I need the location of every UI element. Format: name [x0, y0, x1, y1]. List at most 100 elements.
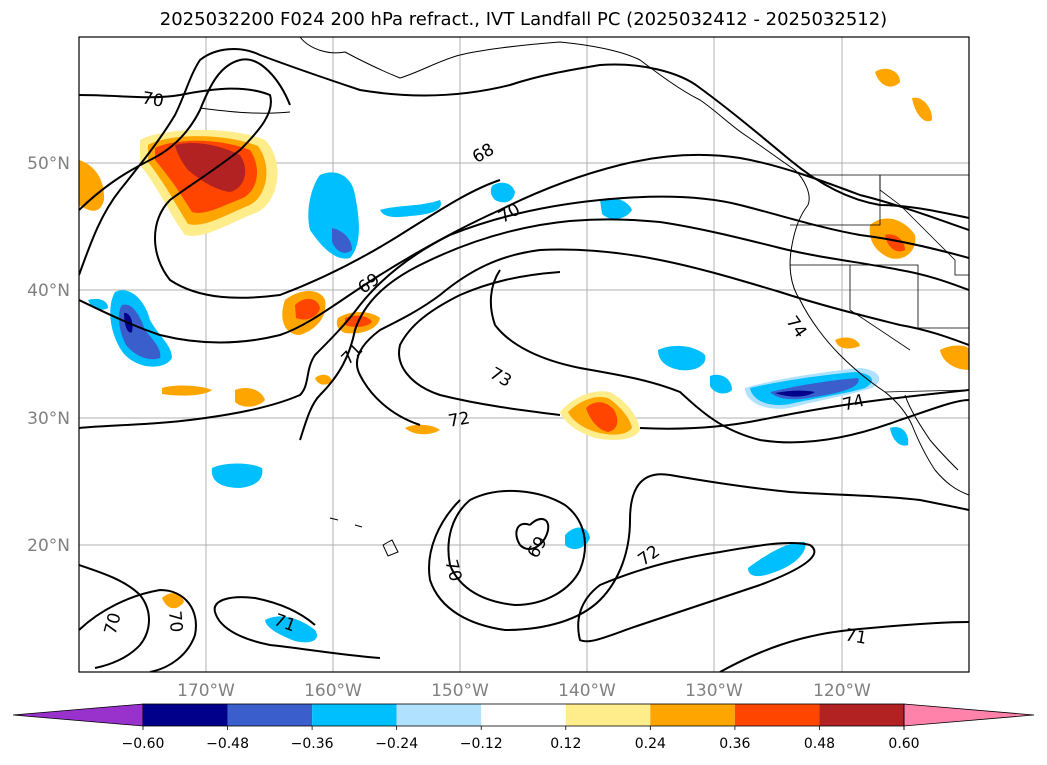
colorbar-bin	[734, 704, 820, 726]
positive-anomaly-patch	[79, 160, 105, 211]
refractivity-contours	[79, 48, 969, 672]
colorbar-bin	[819, 704, 904, 726]
hawaii-island	[382, 539, 399, 557]
lat-label: 50°N	[27, 154, 70, 174]
latitude-labels: 50°N 40°N 30°N 20°N	[27, 154, 70, 556]
lat-label: 40°N	[27, 281, 70, 301]
colorbar-bin	[396, 704, 482, 726]
positive-anomaly-patch	[405, 424, 440, 435]
aleutian-islands	[199, 107, 291, 114]
colorbar-over-extend	[903, 703, 1035, 727]
contour-line	[79, 564, 150, 669]
positive-anomaly-patch	[175, 143, 246, 192]
contour-line	[79, 58, 291, 211]
positive-anomaly-patch	[295, 298, 320, 320]
contour-line	[299, 218, 969, 441]
gridlines	[79, 37, 969, 672]
positive-anomaly-patch	[162, 385, 212, 396]
lat-label: 20°N	[27, 536, 70, 556]
contour-line	[355, 248, 969, 426]
colorbar-tick-label: −0.36	[291, 736, 334, 752]
contour-line	[639, 389, 969, 430]
colorbar-tick-label: 0.48	[804, 736, 835, 752]
colorbar-tick-label: −0.60	[122, 736, 165, 752]
colorbar-tick-label: 0.36	[719, 736, 750, 752]
negative-anomaly-patch	[380, 200, 441, 218]
positive-anomaly-patch	[162, 593, 184, 609]
border-ca-or	[790, 264, 969, 329]
negative-anomaly-patch	[710, 374, 732, 394]
colorbar-bin	[481, 704, 566, 726]
lon-label: 130°W	[685, 681, 743, 701]
colorbar-tick-label: −0.48	[206, 736, 249, 752]
contour-label: 71	[843, 625, 868, 648]
contour-line	[428, 473, 969, 632]
lon-label: 150°W	[431, 681, 489, 701]
contour-label: 72	[447, 408, 472, 431]
negative-anomaly-patch	[332, 228, 352, 253]
colorbar-bin	[565, 704, 651, 726]
contour-line	[398, 271, 561, 416]
map-title: 2025032200 F024 200 hPa refract., IVT La…	[159, 9, 888, 30]
contour-label: 70	[140, 88, 165, 111]
positive-anomaly-patch	[235, 388, 265, 407]
colorbar-bin	[227, 704, 313, 726]
border-or-wa	[790, 175, 881, 226]
contour-line	[79, 48, 969, 276]
baja-coast	[904, 394, 959, 471]
colorbar-bin	[312, 704, 397, 726]
colorbar-bin	[650, 704, 735, 726]
contour-line	[79, 588, 197, 672]
lon-label: 170°W	[177, 681, 235, 701]
map-border	[78, 36, 970, 673]
positive-anomaly-patch	[586, 402, 618, 432]
contour-line	[577, 541, 816, 643]
colorbar-tick-label: 0.60	[888, 736, 919, 752]
positive-anomaly-patch	[940, 345, 969, 370]
border-id-mt	[879, 175, 969, 276]
border-ca-nv	[849, 265, 911, 351]
contour-line	[489, 269, 969, 444]
negative-anomaly-patch	[775, 390, 815, 397]
colorbar-frame	[142, 703, 905, 727]
negative-anomaly-patch	[658, 345, 706, 371]
positive-anomaly-patch	[875, 68, 900, 87]
negative-anomaly-patch	[211, 463, 263, 488]
contour-line	[515, 518, 550, 550]
contour-line	[447, 490, 586, 607]
contour-label: 70	[164, 610, 186, 633]
positive-anomaly-patch	[835, 337, 860, 349]
colorbar-tick-label: 0.24	[635, 736, 666, 752]
colorbar-under-extend	[12, 703, 144, 727]
positive-anomaly-patch	[912, 97, 933, 122]
negative-anomaly-patch	[748, 541, 806, 577]
positive-anomaly-patch	[315, 374, 332, 385]
contour-line	[79, 87, 501, 299]
map-area: 70 68 70 69 71 73 72 74 74 69 70 72 71 7…	[79, 37, 969, 672]
longitude-labels: 170°W 160°W 150°W 140°W 130°W 120°W	[177, 681, 871, 701]
colorbar-tick-label: 0.12	[550, 736, 581, 752]
colorbar-bin	[143, 704, 228, 726]
negative-anomaly-patch	[265, 616, 318, 643]
negative-anomaly-patch	[490, 182, 515, 203]
ivt-anomaly-fills	[79, 68, 969, 643]
colorbar: −0.60 −0.48 −0.36 −0.24 −0.12 0.12 0.24 0.36 0.4…	[12, 703, 1035, 752]
lon-label: 120°W	[813, 681, 871, 701]
lat-label: 30°N	[27, 409, 70, 429]
hawaii-island	[354, 524, 363, 528]
colorbar-tick-label: −0.24	[375, 736, 418, 752]
contour-line	[213, 596, 381, 659]
negative-anomaly-patch	[600, 198, 632, 219]
contour-line	[719, 621, 969, 672]
negative-anomaly-patch	[890, 426, 909, 446]
contour-line	[79, 195, 969, 429]
hawaii-island	[329, 517, 339, 521]
border-mexico	[884, 389, 969, 393]
lon-label: 160°W	[304, 681, 362, 701]
contour-line	[79, 153, 969, 344]
state-borders	[790, 174, 969, 393]
alaska-coast	[299, 37, 810, 206]
lon-label: 140°W	[558, 681, 616, 701]
colorbar-tick-label: −0.12	[460, 736, 503, 752]
